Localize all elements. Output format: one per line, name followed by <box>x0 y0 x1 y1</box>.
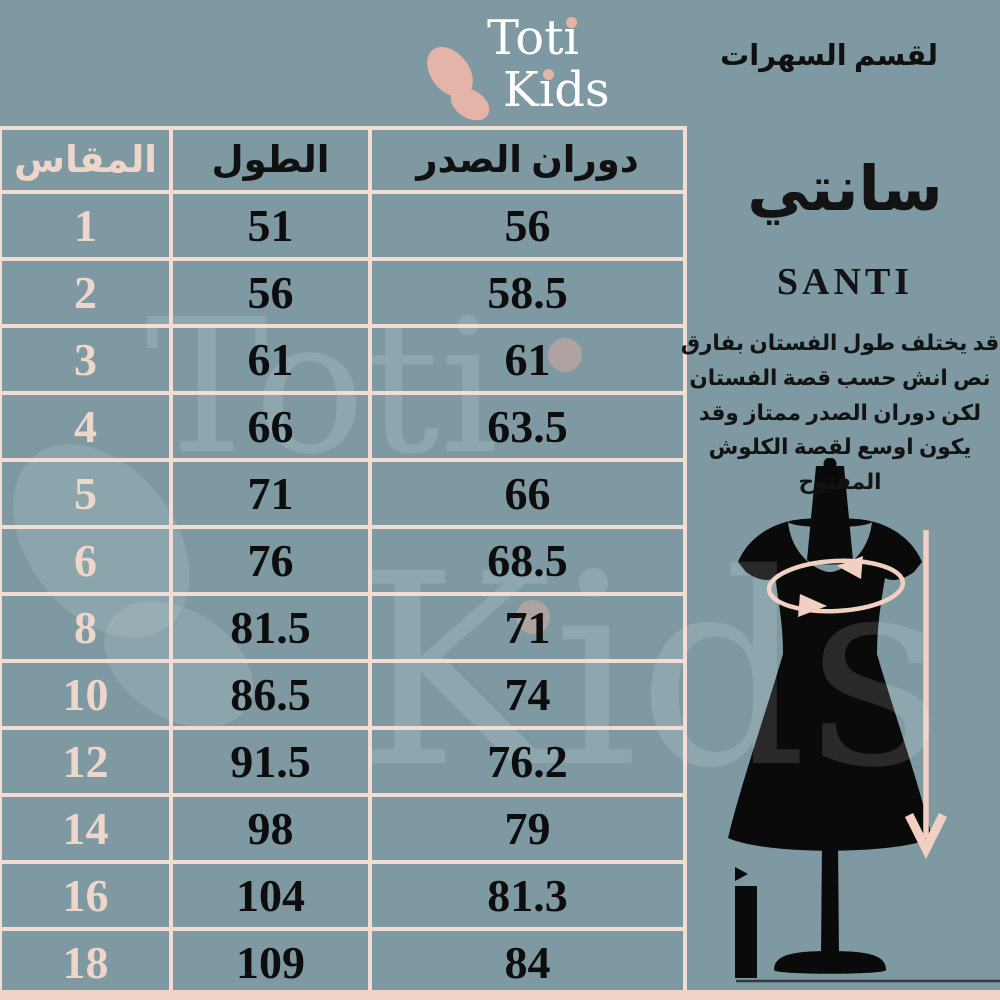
cell-size: 6 <box>0 525 173 596</box>
cell-length: 91.5 <box>169 726 372 797</box>
header-chest: دوران الصدر <box>368 126 687 194</box>
cell-length: 61 <box>169 324 372 395</box>
cell-length: 56 <box>169 257 372 328</box>
cell-size: 8 <box>0 592 173 663</box>
cell-chest: 84 <box>368 927 687 998</box>
cell-size: 16 <box>0 860 173 931</box>
table-row: 6 76 68.5 <box>0 525 687 596</box>
cell-chest: 79 <box>368 793 687 864</box>
dress-illustration <box>728 458 1000 983</box>
cell-size: 18 <box>0 927 173 998</box>
chest-arrowhead-icon <box>837 556 863 579</box>
logo-i-dot-icon <box>566 17 577 28</box>
size-table-body: 1 51 56 2 56 58.5 3 61 61 4 66 63.5 5 71 66 6 76 68.5 8 81.… <box>0 190 687 998</box>
cell-size: 4 <box>0 391 173 462</box>
cell-size: 14 <box>0 793 173 864</box>
table-row: 16 104 81.3 <box>0 860 687 931</box>
cell-size: 10 <box>0 659 173 730</box>
mannequin-base <box>774 951 886 974</box>
cell-chest: 66 <box>368 458 687 529</box>
cell-length: 104 <box>169 860 372 931</box>
table-row: 12 91.5 76.2 <box>0 726 687 797</box>
chest-measure-arrow-icon <box>766 558 906 614</box>
section-label: لقسم السهرات <box>720 40 938 72</box>
cell-chest: 63.5 <box>368 391 687 462</box>
cell-length: 98 <box>169 793 372 864</box>
cell-length: 109 <box>169 927 372 998</box>
table-row: 1 51 56 <box>0 190 687 261</box>
logo-word-toti: Toti <box>487 10 579 66</box>
header-size: المقاس <box>0 126 173 194</box>
cell-length: 81.5 <box>169 592 372 663</box>
cell-length: 76 <box>169 525 372 596</box>
table-row: 3 61 61 <box>0 324 687 395</box>
table-row: 10 86.5 74 <box>0 659 687 730</box>
mannequin-stand <box>821 840 839 958</box>
cell-chest: 61 <box>368 324 687 395</box>
size-table-header: المقاس الطول دوران الصدر <box>0 126 687 194</box>
cell-length: 51 <box>169 190 372 261</box>
cell-size: 1 <box>0 190 173 261</box>
header-row: المقاس الطول دوران الصدر <box>0 126 687 194</box>
cell-length: 71 <box>169 458 372 529</box>
ruler-icon <box>735 886 757 978</box>
cell-chest: 56 <box>368 190 687 261</box>
cell-length: 86.5 <box>169 659 372 730</box>
table-row: 5 71 66 <box>0 458 687 529</box>
cell-length: 66 <box>169 391 372 462</box>
table-row: 4 66 63.5 <box>0 391 687 462</box>
table-row: 14 98 79 <box>0 793 687 864</box>
cell-chest: 81.3 <box>368 860 687 931</box>
table-row: 2 56 58.5 <box>0 257 687 328</box>
logo-word-kids: Kids <box>503 62 610 118</box>
table-row: 8 81.5 71 <box>0 592 687 663</box>
sizing-note: قد يختلف طول الفستان بفارق نص انش حسب قص… <box>680 331 1000 495</box>
length-measure-arrow-icon <box>904 530 948 860</box>
cell-chest: 68.5 <box>368 525 687 596</box>
chest-arrowhead-icon <box>798 594 827 617</box>
size-table: المقاس الطول دوران الصدر 1 51 56 2 56 58.5 3 61… <box>0 126 687 998</box>
cell-chest: 71 <box>368 592 687 663</box>
cell-size: 5 <box>0 458 173 529</box>
measure-unit-title-latin: SANTI <box>776 261 914 303</box>
measure-unit-title-arabic: سانتي <box>747 156 943 224</box>
cell-chest: 58.5 <box>368 257 687 328</box>
table-row: 18 109 84 <box>0 927 687 998</box>
mannequin-neck <box>807 466 853 565</box>
cell-chest: 74 <box>368 659 687 730</box>
ruler-flag-icon <box>735 867 748 881</box>
bottom-border-strip <box>0 990 1000 1000</box>
cell-size: 2 <box>0 257 173 328</box>
header-length: الطول <box>169 126 372 194</box>
logo-i-dot-icon <box>543 69 554 80</box>
cell-chest: 76.2 <box>368 726 687 797</box>
butterfly-icon <box>427 47 490 121</box>
cell-size: 3 <box>0 324 173 395</box>
cell-size: 12 <box>0 726 173 797</box>
